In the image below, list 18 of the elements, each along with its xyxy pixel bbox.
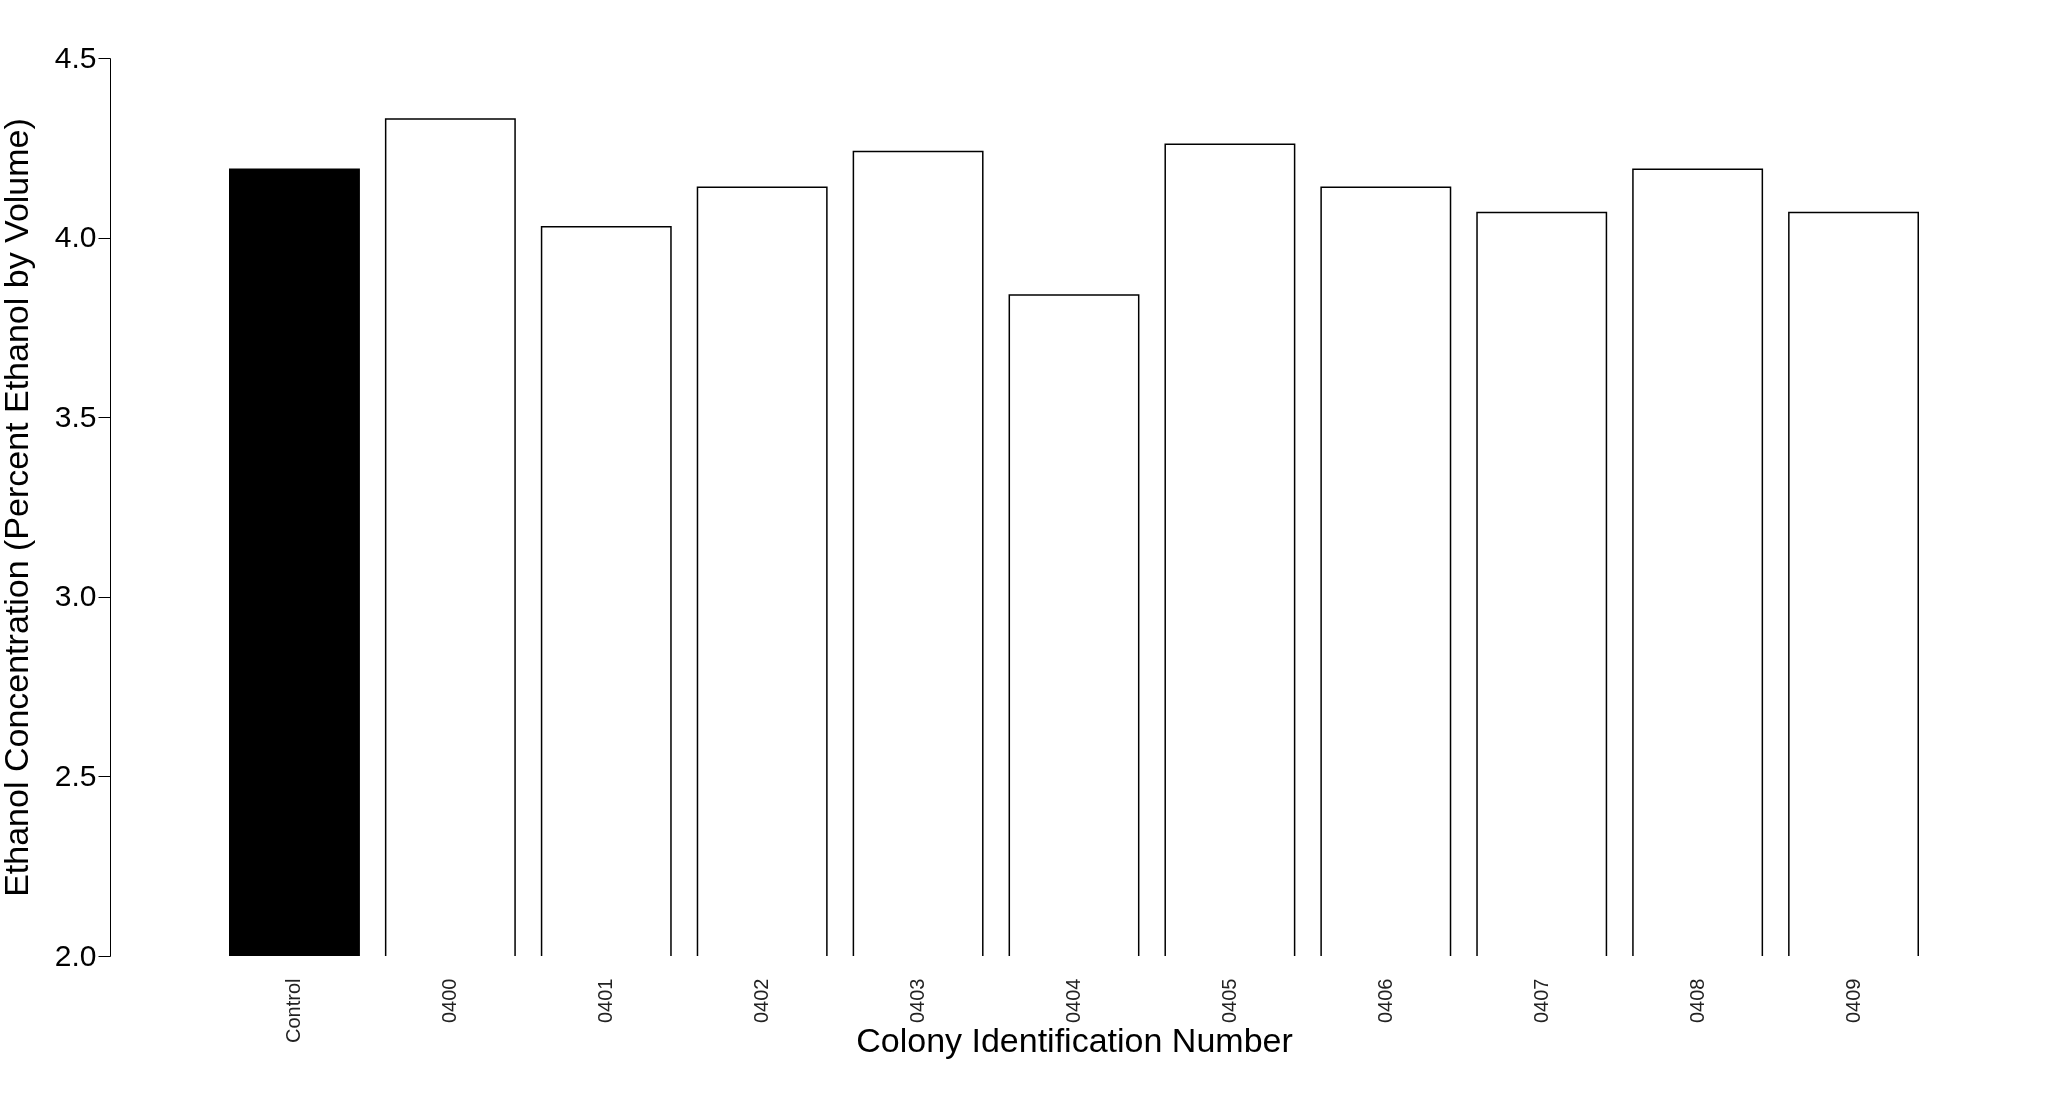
y-tick-label: 3.5 [54, 399, 97, 433]
x-tick-label: 0400 [438, 978, 461, 1023]
y-tick-label: 2.0 [54, 938, 97, 972]
x-tick-label: 0405 [1217, 978, 1240, 1023]
y-tick-label: 4.5 [54, 40, 97, 74]
x-tick-label: 0407 [1529, 978, 1552, 1023]
y-tick-label: 2.5 [54, 758, 97, 792]
y-tick-label: 4.0 [54, 220, 97, 254]
y-tick-label: 3.0 [54, 579, 97, 613]
x-tick-label: 0404 [1062, 978, 1084, 1023]
x-tick-label: 0406 [1373, 978, 1396, 1023]
x-tick-label: 0409 [1841, 978, 1864, 1023]
x-tick-label: 0401 [594, 978, 617, 1023]
x-tick-label: 0408 [1685, 978, 1708, 1023]
x-tick-label: Control [282, 978, 305, 1043]
x-tick-label: 0402 [750, 978, 773, 1023]
x-tick-label: 0403 [906, 978, 929, 1023]
y-axis-title: Ethanol Concentration (Percent Ethanol by Volume) [0, 118, 35, 897]
